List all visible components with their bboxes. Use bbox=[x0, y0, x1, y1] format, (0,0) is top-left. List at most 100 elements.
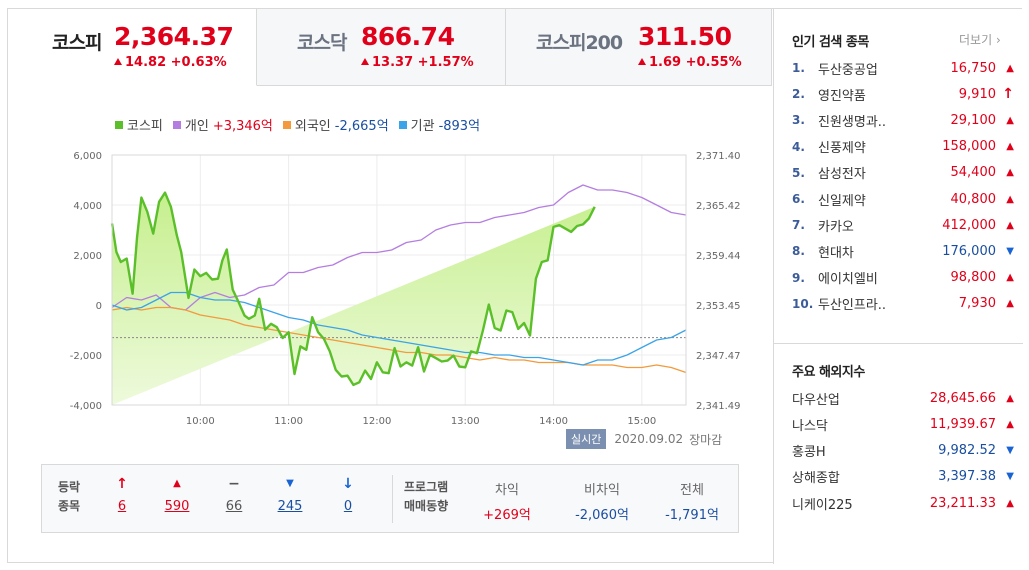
popular-rank: 7. bbox=[792, 218, 805, 233]
breadth-upper-limit[interactable]: ↑ 6 bbox=[102, 475, 142, 514]
popular-name[interactable]: 현대차 bbox=[818, 245, 854, 261]
overseas-value: 9,982.52 bbox=[938, 443, 996, 459]
overseas-item[interactable]: 나스닥 11,939.67 ▲ bbox=[792, 411, 1014, 437]
popular-rank: 5. bbox=[792, 165, 805, 180]
breadth-down[interactable]: ▼ 245 bbox=[270, 475, 310, 514]
legend-kospi[interactable]: 코스피 bbox=[115, 115, 163, 134]
popular-price: 7,930 bbox=[958, 296, 996, 312]
overseas-name[interactable]: 상해종합 bbox=[792, 471, 840, 487]
popular-rank: 9. bbox=[792, 270, 805, 285]
overseas-name[interactable]: 니케이225 bbox=[792, 497, 853, 513]
tab-kospi200[interactable]: 코스피200 311.50 1.69 +0.55% bbox=[506, 9, 772, 86]
tab-kospi200-change: 1.69 +0.55% bbox=[638, 55, 742, 70]
overseas-name[interactable]: 홍콩H bbox=[792, 445, 826, 461]
popular-item[interactable]: 1. 두산중공업 16,750 ▲ bbox=[792, 55, 1014, 81]
popular-rank: 6. bbox=[792, 192, 805, 206]
down-triangle-icon: ▼ bbox=[1006, 245, 1014, 257]
y-left-tick-label: 0 bbox=[96, 301, 102, 312]
overseas-item[interactable]: 니케이225 23,211.33 ▲ bbox=[792, 490, 1014, 516]
upper-limit-count[interactable]: 6 bbox=[117, 499, 127, 514]
down-count[interactable]: 245 bbox=[277, 499, 303, 514]
panel-divider bbox=[774, 343, 1023, 344]
popular-item[interactable]: 10. 두산인프라.. 7,930 ▲ bbox=[792, 291, 1014, 317]
overseas-value: 28,645.66 bbox=[929, 390, 996, 406]
popular-name[interactable]: 진원생명과.. bbox=[818, 114, 887, 130]
breadth-up[interactable]: ▲ 590 bbox=[157, 475, 197, 514]
y-right-tick-label: 2,365.42 bbox=[696, 201, 741, 212]
overseas-value: 23,211.33 bbox=[929, 495, 996, 511]
legend-institution[interactable]: 기관 -893억 bbox=[398, 115, 480, 134]
status-date: 2020.09.02 bbox=[614, 432, 684, 446]
y-right-tick-label: 2,371.40 bbox=[696, 151, 741, 162]
up-triangle-icon: ▲ bbox=[1006, 62, 1014, 74]
popular-item[interactable]: 9. 에이치엘비 98,800 ▲ bbox=[792, 265, 1014, 291]
program-non-arbitrage: 비차익 -2,060억 bbox=[575, 483, 629, 523]
popular-item[interactable]: 5. 삼성전자 54,400 ▲ bbox=[792, 160, 1014, 186]
popular-item[interactable]: 4. 신풍제약 158,000 ▲ bbox=[792, 134, 1014, 160]
overseas-item[interactable]: 상해종합 3,397.38 ▼ bbox=[792, 464, 1014, 490]
y-left-tick-label: 6,000 bbox=[73, 151, 102, 162]
overseas-title: 주요 해외지수 bbox=[792, 365, 865, 380]
tab-kospi200-value: 311.50 bbox=[638, 22, 732, 51]
x-tick-label: 11:00 bbox=[274, 416, 303, 427]
overseas-name[interactable]: 다우산업 bbox=[792, 392, 840, 408]
tab-kospi200-name: 코스피200 bbox=[536, 32, 623, 54]
popular-name[interactable]: 두산인프라.. bbox=[818, 298, 887, 314]
realtime-badge[interactable]: 실시간 bbox=[566, 429, 607, 449]
up-triangle-icon: ▲ bbox=[1006, 141, 1014, 153]
index-tabs: 코스피 2,364.37 14.82 +0.63% 코스닥 866.74 13.… bbox=[8, 9, 772, 86]
popular-name[interactable]: 영진약품 bbox=[818, 88, 866, 104]
up-triangle-icon: ▲ bbox=[1006, 497, 1014, 509]
overseas-item[interactable]: 다우산업 28,645.66 ▲ bbox=[792, 385, 1014, 411]
lower-limit-count[interactable]: 0 bbox=[343, 499, 353, 514]
legend-individual[interactable]: 개인 +3,346억 bbox=[172, 115, 273, 134]
legend-swatch bbox=[398, 120, 407, 129]
popular-price: 29,100 bbox=[950, 112, 997, 128]
popular-item[interactable]: 2. 영진약품 9,910 ↑ bbox=[792, 81, 1014, 107]
chart-status: 실시간 2020.09.02 장마감 bbox=[566, 429, 722, 449]
up-triangle-icon: ▲ bbox=[1006, 418, 1014, 430]
popular-price: 16,750 bbox=[950, 60, 997, 76]
legend-foreign[interactable]: 외국인 -2,665억 bbox=[282, 115, 389, 134]
up-count[interactable]: 590 bbox=[164, 499, 190, 514]
x-tick-label: 15:00 bbox=[627, 416, 656, 427]
popular-item[interactable]: 3. 진원생명과.. 29,100 ▲ bbox=[792, 107, 1014, 133]
popular-name[interactable]: 두산중공업 bbox=[818, 62, 878, 78]
tab-kosdaq-value: 866.74 bbox=[361, 22, 455, 51]
up-triangle-icon: ▲ bbox=[1006, 193, 1014, 205]
popular-name[interactable]: 신일제약 bbox=[818, 193, 866, 209]
popular-item[interactable]: 7. 카카오 412,000 ▲ bbox=[792, 212, 1014, 238]
chart-legend: 코스피 개인 +3,346억 외국인 -2,665억 기관 -893억 bbox=[115, 115, 490, 134]
legend-swatch bbox=[282, 120, 291, 129]
tab-kospi[interactable]: 코스피 2,364.37 14.82 +0.63% bbox=[8, 9, 257, 86]
tab-kosdaq[interactable]: 코스닥 866.74 13.37 +1.57% bbox=[257, 9, 506, 86]
up-triangle-icon: ▲ bbox=[1006, 114, 1014, 126]
popular-name[interactable]: 삼성전자 bbox=[818, 167, 866, 183]
popular-name[interactable]: 에이치엘비 bbox=[818, 272, 878, 288]
more-link[interactable]: 더보기 › bbox=[959, 33, 1001, 47]
x-tick-label: 12:00 bbox=[363, 416, 392, 427]
upper-limit-arrow-icon: ↑ bbox=[116, 476, 128, 492]
flat-count[interactable]: 66 bbox=[225, 499, 243, 514]
chevron-right-icon: › bbox=[992, 33, 1001, 47]
y-right-tick-label: 2,341.49 bbox=[696, 401, 741, 412]
upper-limit-arrow-icon: ↑ bbox=[1002, 86, 1014, 103]
program-arbitrage: 차익 +269억 bbox=[483, 483, 531, 523]
popular-name[interactable]: 카카오 bbox=[818, 219, 854, 235]
breadth-lower-limit[interactable]: ↓ 0 bbox=[328, 475, 368, 514]
overseas-value: 3,397.38 bbox=[938, 469, 996, 485]
tab-kospi-name: 코스피 bbox=[52, 32, 102, 54]
tab-kospi-value: 2,364.37 bbox=[114, 22, 234, 51]
popular-item[interactable]: 6. 신일제약 40,800 ▲ bbox=[792, 186, 1014, 212]
popular-rank: 4. bbox=[792, 139, 805, 154]
kospi-area bbox=[112, 192, 595, 405]
popular-name[interactable]: 신풍제약 bbox=[818, 141, 866, 157]
overseas-name[interactable]: 나스닥 bbox=[792, 418, 828, 434]
up-triangle-icon: ▲ bbox=[1006, 392, 1014, 404]
breadth-flat[interactable]: − 66 bbox=[214, 475, 254, 514]
popular-rank: 3. bbox=[792, 113, 805, 128]
overseas-item[interactable]: 홍콩H 9,982.52 ▼ bbox=[792, 438, 1014, 464]
popular-rank: 10. bbox=[792, 296, 814, 311]
lower-limit-arrow-icon: ↓ bbox=[342, 476, 354, 492]
popular-item[interactable]: 8. 현대차 176,000 ▼ bbox=[792, 238, 1014, 264]
